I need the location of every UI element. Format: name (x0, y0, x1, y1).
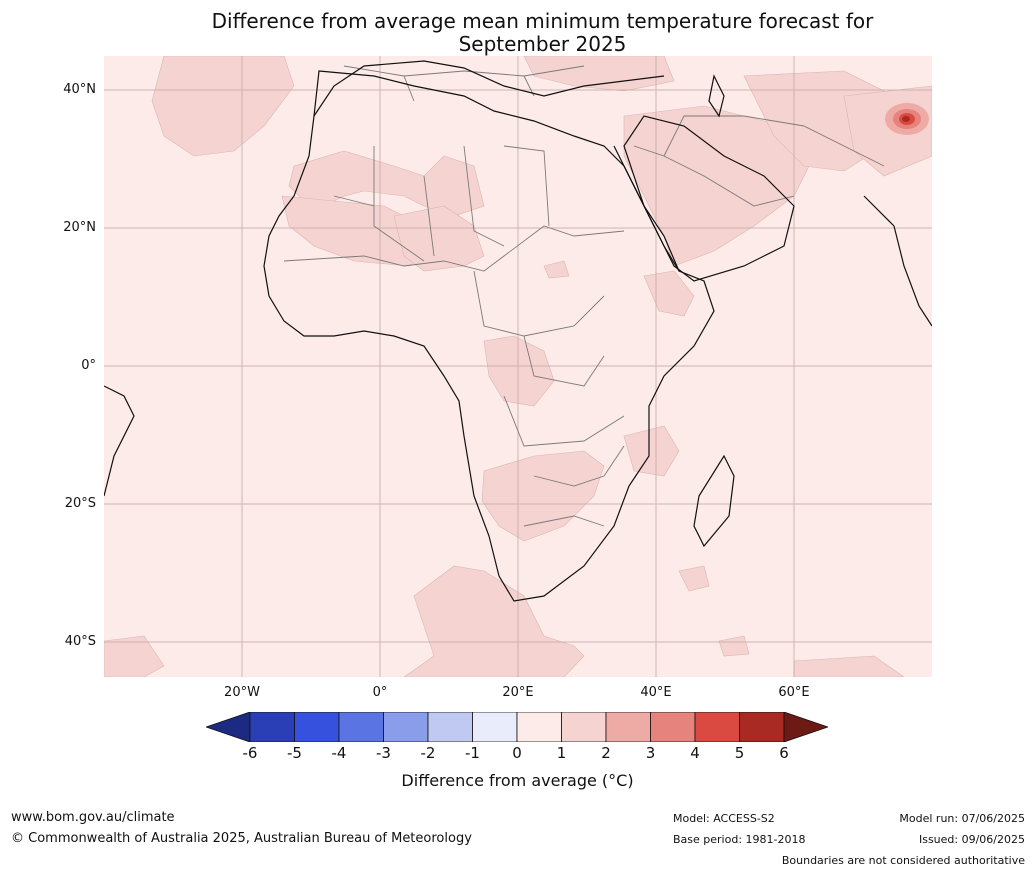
graticule (104, 56, 932, 677)
hotspot (885, 103, 929, 135)
colorbar-extend-high (783, 712, 828, 742)
colorbar-tick-label: -3 (376, 744, 391, 762)
colorbar-tick-label: 1 (556, 744, 567, 762)
footer-model: Model: ACCESS-S2 (673, 812, 775, 825)
anomaly-patch-southern-africa (481, 450, 605, 542)
lon-label-40e: 40°E (640, 685, 672, 700)
colorbar-tick-label: 6 (779, 744, 789, 762)
coast-red-sea (613, 145, 680, 272)
colorbar-segment (249, 712, 295, 742)
footer-disclaimer: Boundaries are not considered authoritat… (781, 854, 1025, 867)
colorbar-tick-label: -1 (465, 744, 480, 762)
anomaly-patch-small-1 (543, 260, 570, 279)
colorbar-tick-label: -2 (420, 744, 436, 762)
border-south (503, 395, 625, 527)
colorbar-segment (427, 712, 473, 742)
anomaly-patch-north-atlantic (151, 56, 295, 157)
lon-label-20w: 20°W (224, 685, 260, 700)
colorbar-tick-label: 5 (734, 744, 745, 762)
colorbar-tick-label: 0 (512, 744, 522, 762)
colorbar-segment (650, 712, 696, 742)
lon-label-20e: 20°E (502, 685, 534, 700)
title-line-2: September 2025 (458, 32, 627, 56)
map-title: Difference from average mean minimum tem… (180, 10, 905, 56)
lon-label-60e: 60°E (778, 685, 810, 700)
anomaly-patch-mozambique (623, 425, 680, 477)
colorbar-segment (383, 712, 429, 742)
border-sahel (283, 225, 625, 272)
footer-website: www.bom.gov.au/climate (11, 810, 175, 825)
border-middle-east (633, 115, 885, 207)
title-line-1: Difference from average mean minimum tem… (211, 9, 874, 33)
coastlines (104, 60, 932, 602)
coast-caspian (708, 74, 725, 118)
colorbar-segment (472, 712, 518, 742)
coast-india (863, 195, 932, 327)
lat-label-40s: 40°S (64, 634, 96, 649)
colorbar-tick-label: -4 (331, 744, 347, 762)
colorbar-tick-label: 2 (601, 744, 611, 762)
coast-south-america (104, 385, 135, 497)
colorbar-extend-low (206, 712, 251, 742)
border-algeria-libya (333, 145, 550, 262)
coast-africa (263, 70, 715, 602)
colorbar-segment (694, 712, 740, 742)
lon-label-0: 0° (372, 685, 388, 700)
lat-label-equator: 0° (81, 358, 96, 373)
colorbar-segment (338, 712, 384, 742)
anomaly-map (104, 56, 932, 677)
colorbar-segment (516, 712, 562, 742)
coast-europe (313, 60, 665, 117)
border-central (473, 270, 605, 387)
footer-model-run: Model run: 07/06/2025 (899, 812, 1025, 825)
colorbar (206, 712, 828, 742)
footer-copyright: © Commonwealth of Australia 2025, Austra… (11, 831, 472, 846)
lat-label-20n: 20°N (63, 220, 96, 235)
country-borders (283, 65, 885, 527)
colorbar-segment (294, 712, 340, 742)
lat-label-20s: 20°S (64, 496, 96, 511)
anomaly-patch-south-atlantic (403, 565, 585, 677)
footer-base-period: Base period: 1981-2018 (673, 833, 806, 846)
colorbar-segment (561, 712, 607, 742)
colorbar-tick-label: 3 (645, 744, 656, 762)
anomaly-patch-europe (523, 56, 675, 92)
anomaly-patch-small-2 (718, 635, 750, 657)
anomaly-patch-southwest (104, 635, 165, 677)
colorbar-tick-label: -5 (287, 744, 302, 762)
hotspot-core (902, 116, 910, 122)
colorbar-segment (739, 712, 785, 742)
anomaly-patch-east-sahara (393, 205, 485, 272)
colorbar-tick-label: -6 (242, 744, 258, 762)
anomaly-patch-indian-ocean (678, 565, 710, 592)
coast-madagascar (693, 454, 735, 548)
anomaly-patch-congo (483, 335, 555, 407)
colorbar-label: Difference from average (°C) (401, 771, 634, 790)
footer-issued: Issued: 09/06/2025 (918, 833, 1025, 846)
colorbar-segment (605, 712, 651, 742)
lat-label-40n: 40°N (63, 82, 96, 97)
colorbar-tick-label: 4 (690, 744, 700, 762)
